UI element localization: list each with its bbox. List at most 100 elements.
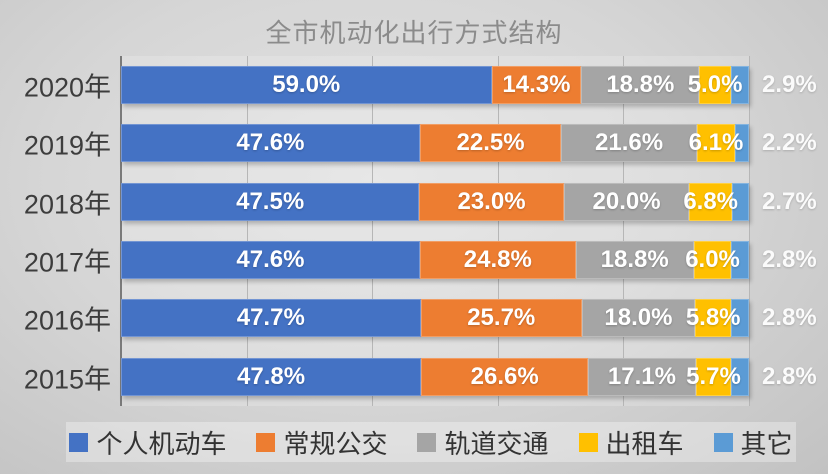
value-label: 14.3%: [502, 71, 571, 99]
gridline-40: [372, 56, 374, 406]
legend-label: 其它: [740, 428, 793, 459]
segment-常规公交: 22.5%: [419, 124, 562, 163]
value-label: 59.0%: [272, 71, 341, 99]
segment-轨道交通: 20.0%: [563, 182, 690, 221]
legend-swatch-icon: [578, 432, 598, 452]
bar-row-2016年: 2016年 2.8% 47.7% 25.7% 18.0% 5.8%: [24, 299, 817, 338]
plot-area: 2020年 2.9% 59.0% 14.3% 18.8% 5.0% 2019年 2.2% 47.…: [24, 56, 817, 406]
bar-row-2015年: 2015年 2.8% 47.8% 26.6% 17.1% 5.7%: [24, 357, 817, 396]
segment-其它: [735, 124, 749, 163]
value-label: 5.0%: [687, 71, 743, 99]
value-label: 21.6%: [595, 129, 664, 157]
legend-swatch-icon: [69, 432, 89, 452]
segment-其它: [731, 299, 749, 338]
stacked-bar: 47.6% 22.5% 21.6% 6.1%: [121, 124, 749, 163]
value-label: 20.0%: [592, 187, 661, 215]
value-label: 47.7%: [236, 304, 305, 332]
segment-轨道交通: 18.8%: [575, 241, 694, 280]
bar-row-2020年: 2020年 2.9% 59.0% 14.3% 18.8% 5.0%: [24, 66, 817, 105]
legend-label: 个人机动车: [96, 428, 227, 459]
gridline-60: [497, 56, 499, 406]
segment-个人机动车: 47.7%: [121, 299, 421, 338]
legend-item-出租车: 出租车: [578, 424, 684, 461]
segment-出租车: 5.0%: [688, 66, 742, 105]
segment-个人机动车: 47.6%: [121, 241, 420, 280]
chart-title: 全市机动化出行方式结构: [265, 18, 563, 48]
value-label: 6.8%: [683, 187, 739, 215]
legend-item-轨道交通: 轨道交通: [417, 424, 549, 461]
value-label: 22.5%: [456, 129, 525, 157]
gridline-80: [623, 56, 625, 406]
segment-常规公交: 14.3%: [491, 66, 582, 105]
legend: 个人机动车 常规公交 轨道交通 出租车 其它: [66, 422, 796, 462]
value-label-outside: 2.7%: [762, 187, 817, 215]
stacked-bar: 47.8% 26.6% 17.1% 5.7%: [121, 357, 749, 396]
value-label: 25.7%: [467, 304, 536, 332]
segment-个人机动车: 59.0%: [121, 66, 492, 105]
value-label: 17.1%: [607, 362, 676, 390]
category-label: 2015年: [23, 364, 111, 395]
y-axis-line: [120, 56, 122, 406]
legend-item-常规公交: 常规公交: [256, 424, 387, 461]
value-label: 26.6%: [470, 362, 539, 390]
bar-rows: 2020年 2.9% 59.0% 14.3% 18.8% 5.0% 2019年 2.2% 47.…: [24, 56, 817, 406]
category-label: 2019年: [23, 130, 111, 161]
legend-label: 轨道交通: [444, 428, 549, 459]
value-label-outside: 2.9%: [762, 71, 817, 99]
gridline-100: [749, 56, 750, 406]
value-label: 6.1%: [688, 129, 744, 157]
value-label: 18.8%: [606, 71, 675, 99]
legend-swatch-icon: [417, 432, 437, 452]
segment-出租车: 6.8%: [683, 182, 738, 221]
value-label: 47.5%: [236, 187, 305, 215]
value-label-outside: 2.8%: [762, 304, 817, 332]
segment-轨道交通: 18.8%: [581, 66, 700, 105]
segment-其它: [731, 357, 749, 396]
legend-label: 出租车: [605, 428, 684, 459]
stacked-bar: 59.0% 14.3% 18.8% 5.0%: [121, 66, 749, 105]
segment-个人机动车: 47.5%: [121, 182, 420, 221]
bar-row-2018年: 2018年 2.7% 47.5% 23.0% 20.0% 6.8%: [24, 182, 817, 221]
category-label: 2020年: [23, 72, 111, 103]
legend-swatch-icon: [256, 432, 276, 452]
value-label: 23.0%: [457, 187, 526, 215]
segment-轨道交通: 17.1%: [588, 357, 696, 396]
bar-row-2017年: 2017年 2.8% 47.6% 24.8% 18.8% 6.0%: [24, 241, 817, 280]
category-label: 2017年: [23, 247, 111, 278]
value-label-outside: 2.2%: [762, 129, 817, 157]
segment-个人机动车: 47.8%: [121, 357, 422, 396]
value-label: 5.7%: [686, 362, 741, 390]
value-label: 47.6%: [236, 246, 305, 274]
segment-常规公交: 23.0%: [419, 182, 564, 221]
gridline-20: [246, 56, 248, 406]
legend-swatch-icon: [713, 432, 733, 452]
segment-出租车: 6.0%: [685, 241, 740, 280]
value-label: 6.0%: [685, 246, 740, 274]
segment-个人机动车: 47.6%: [121, 124, 420, 163]
segment-出租车: 5.7%: [686, 357, 741, 396]
stacked-bar: 47.5% 23.0% 20.0% 6.8%: [121, 182, 749, 221]
segment-其它: [732, 182, 749, 221]
segment-常规公交: 26.6%: [421, 357, 589, 396]
value-label: 18.0%: [604, 304, 673, 332]
segment-其它: [731, 241, 749, 280]
segment-常规公交: 24.8%: [419, 241, 576, 280]
value-label-outside: 2.8%: [762, 246, 817, 274]
legend-item-个人机动车: 个人机动车: [69, 424, 226, 461]
category-label: 2016年: [23, 305, 111, 336]
segment-常规公交: 25.7%: [420, 299, 582, 338]
stacked-bar: 47.7% 25.7% 18.0% 5.8%: [121, 299, 749, 338]
segment-出租车: 6.1%: [689, 124, 743, 163]
legend-label: 常规公交: [283, 428, 388, 459]
value-label: 47.6%: [236, 129, 305, 157]
value-label: 5.8%: [685, 304, 741, 332]
value-label: 18.8%: [600, 246, 669, 274]
bar-row-2019年: 2019年 2.2% 47.6% 22.5% 21.6% 6.1%: [24, 124, 817, 163]
segment-轨道交通: 21.6%: [561, 124, 697, 163]
segment-轨道交通: 18.0%: [581, 299, 695, 338]
value-label: 24.8%: [463, 246, 532, 274]
value-label: 47.8%: [237, 362, 306, 390]
segment-出租车: 5.8%: [686, 299, 741, 338]
segment-其它: [730, 66, 749, 105]
